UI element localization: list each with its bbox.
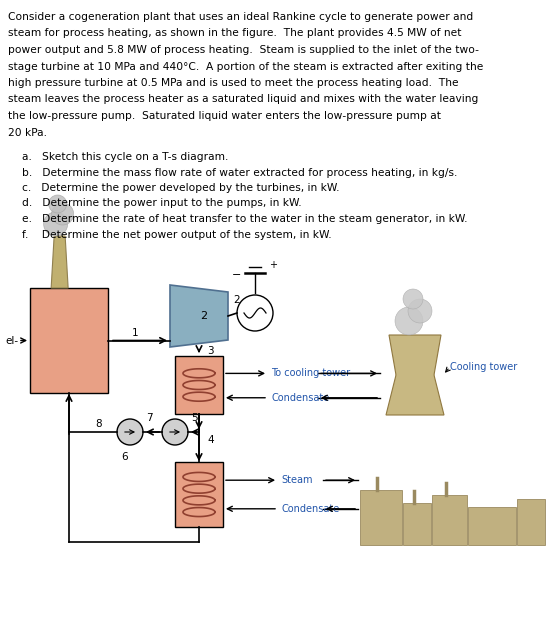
Polygon shape bbox=[170, 285, 228, 347]
Text: 3: 3 bbox=[207, 346, 213, 356]
Circle shape bbox=[52, 203, 74, 225]
Polygon shape bbox=[386, 335, 444, 415]
Circle shape bbox=[43, 212, 68, 236]
Text: 2: 2 bbox=[200, 311, 207, 321]
Text: d.   Determine the power input to the pumps, in kW.: d. Determine the power input to the pump… bbox=[22, 198, 301, 209]
Text: power output and 5.8 MW of process heating.  Steam is supplied to the inlet of t: power output and 5.8 MW of process heati… bbox=[8, 45, 479, 55]
Text: Condensate: Condensate bbox=[271, 393, 329, 403]
Text: e.   Determine the rate of heat transfer to the water in the steam generator, in: e. Determine the rate of heat transfer t… bbox=[22, 214, 467, 224]
FancyBboxPatch shape bbox=[432, 495, 467, 545]
Text: 7: 7 bbox=[146, 413, 153, 423]
Text: +: + bbox=[269, 260, 277, 270]
Text: a.   Sketch this cycle on a T-s diagram.: a. Sketch this cycle on a T-s diagram. bbox=[22, 152, 228, 162]
Circle shape bbox=[403, 289, 423, 309]
Text: 4: 4 bbox=[207, 435, 213, 445]
FancyBboxPatch shape bbox=[360, 490, 402, 545]
Text: stage turbine at 10 MPa and 440°C.  A portion of the steam is extracted after ex: stage turbine at 10 MPa and 440°C. A por… bbox=[8, 61, 483, 72]
Text: steam leaves the process heater as a saturated liquid and mixes with the water l: steam leaves the process heater as a sat… bbox=[8, 95, 478, 104]
Circle shape bbox=[48, 195, 67, 213]
Text: Condensate: Condensate bbox=[281, 504, 339, 514]
Text: Cooling tower: Cooling tower bbox=[450, 362, 517, 372]
Text: Consider a cogeneration plant that uses an ideal Rankine cycle to generate power: Consider a cogeneration plant that uses … bbox=[8, 12, 473, 22]
FancyBboxPatch shape bbox=[175, 462, 223, 527]
Text: high pressure turbine at 0.5 MPa and is used to meet the process heating load.  : high pressure turbine at 0.5 MPa and is … bbox=[8, 78, 459, 88]
FancyBboxPatch shape bbox=[517, 499, 545, 545]
Text: steam for process heating, as shown in the figure.  The plant provides 4.5 MW of: steam for process heating, as shown in t… bbox=[8, 29, 461, 38]
Text: To cooling tower: To cooling tower bbox=[271, 369, 350, 378]
FancyBboxPatch shape bbox=[468, 507, 516, 545]
Circle shape bbox=[408, 299, 432, 323]
Circle shape bbox=[162, 419, 188, 445]
FancyBboxPatch shape bbox=[30, 288, 108, 393]
FancyBboxPatch shape bbox=[403, 503, 431, 545]
Text: 6: 6 bbox=[122, 452, 128, 462]
Text: 20 kPa.: 20 kPa. bbox=[8, 127, 47, 138]
Text: 2: 2 bbox=[233, 295, 240, 305]
Polygon shape bbox=[51, 236, 68, 288]
Circle shape bbox=[395, 307, 423, 335]
Text: b.   Determine the mass flow rate of water extracted for process heating, in kg/: b. Determine the mass flow rate of water… bbox=[22, 168, 458, 177]
Text: 1: 1 bbox=[131, 328, 138, 337]
Text: the low-pressure pump.  Saturated liquid water enters the low-pressure pump at: the low-pressure pump. Saturated liquid … bbox=[8, 111, 441, 121]
FancyBboxPatch shape bbox=[175, 356, 223, 414]
Text: f.    Determine the net power output of the system, in kW.: f. Determine the net power output of the… bbox=[22, 230, 332, 239]
Circle shape bbox=[237, 295, 273, 331]
Text: 8: 8 bbox=[96, 419, 102, 429]
Text: c.   Determine the power developed by the turbines, in kW.: c. Determine the power developed by the … bbox=[22, 183, 339, 193]
Text: Steam: Steam bbox=[281, 475, 312, 485]
Text: el-: el- bbox=[5, 335, 18, 346]
Text: 5: 5 bbox=[191, 413, 197, 423]
Text: −: − bbox=[232, 270, 241, 280]
Circle shape bbox=[117, 419, 143, 445]
